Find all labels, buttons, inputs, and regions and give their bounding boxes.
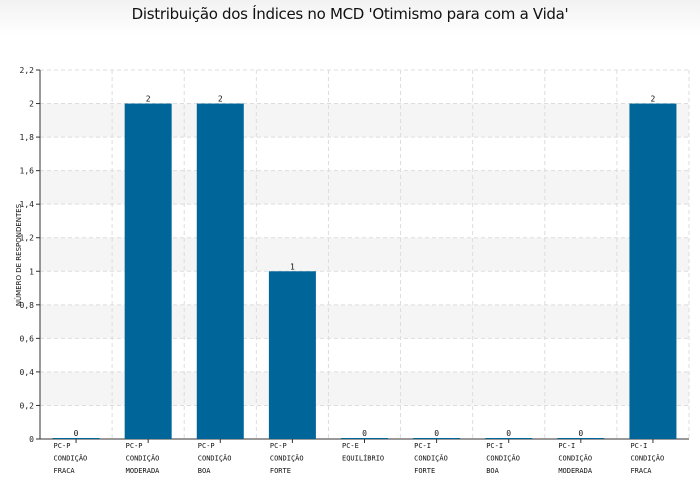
x-tick-label: CONDIÇÃO <box>54 454 88 463</box>
x-tick-label: CONDIÇÃO <box>558 454 592 463</box>
data-label: 0 <box>74 429 79 438</box>
x-tick-label: CONDIÇÃO <box>270 454 304 463</box>
data-label: 2 <box>218 95 223 104</box>
y-tick-label: 1,2 <box>20 234 35 243</box>
x-tick-label: BOA <box>486 467 499 475</box>
x-tick-label: CONDIÇÃO <box>198 454 232 463</box>
data-label: 2 <box>651 95 656 104</box>
bar <box>629 103 677 439</box>
x-tick-label: PC-I <box>486 442 503 450</box>
data-label: 0 <box>578 429 583 438</box>
x-tick-label: PC-P <box>198 442 215 450</box>
y-tick-label: 0,8 <box>20 301 35 310</box>
y-tick-label: 0,4 <box>20 368 35 377</box>
bar <box>413 438 461 439</box>
y-tick-label: 0 <box>29 435 34 444</box>
data-label: 2 <box>146 95 151 104</box>
x-tick-label: EQUILÍBRIO <box>342 454 384 463</box>
data-label: 1 <box>290 262 295 271</box>
chart-title: Distribuição dos Índices no MCD 'Otimism… <box>131 5 569 23</box>
bar <box>268 271 316 439</box>
y-tick-label: 2 <box>29 100 34 109</box>
x-tick-label: FORTE <box>414 467 435 475</box>
x-tick-label: PC-P <box>126 442 143 450</box>
x-tick-label: PC-P <box>270 442 287 450</box>
x-tick-label: FORTE <box>270 467 291 475</box>
x-tick-label: BOA <box>198 467 211 475</box>
bar <box>196 103 244 439</box>
x-tick-label: PC-I <box>630 442 647 450</box>
x-tick-label: PC-P <box>54 442 71 450</box>
y-tick-label: 1,4 <box>20 200 35 209</box>
bar <box>124 103 172 439</box>
x-tick-label: PC-I <box>558 442 575 450</box>
x-tick-label: CONDIÇÃO <box>486 454 520 463</box>
x-tick-label: CONDIÇÃO <box>414 454 448 463</box>
y-tick-label: 1,8 <box>20 133 35 142</box>
x-tick-label: MODERADA <box>126 467 161 475</box>
x-tick-label: FRACA <box>630 467 652 475</box>
y-tick-label: 2,2 <box>20 66 35 75</box>
y-tick-label: 0,2 <box>20 401 35 410</box>
data-label: 0 <box>362 429 367 438</box>
x-tick-label: MODERADA <box>558 467 593 475</box>
data-label: 0 <box>506 429 511 438</box>
x-tick-label: CONDIÇÃO <box>630 454 664 463</box>
x-tick-label: CONDIÇÃO <box>126 454 160 463</box>
bar <box>52 438 100 439</box>
y-tick-label: 0,6 <box>20 334 35 343</box>
x-tick-label: PC-I <box>414 442 431 450</box>
y-tick-label: 1 <box>29 267 34 276</box>
bar <box>485 438 533 439</box>
x-tick-label: PC-E <box>342 442 359 450</box>
data-label: 0 <box>434 429 439 438</box>
bar <box>557 438 605 439</box>
y-tick-label: 1,6 <box>20 167 35 176</box>
x-tick-label: FRACA <box>54 467 76 475</box>
bar <box>341 438 388 439</box>
